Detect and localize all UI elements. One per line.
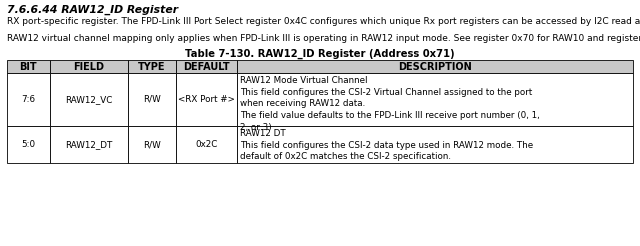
Bar	[7, 126, 49, 163]
Bar	[49, 126, 128, 163]
Text: RX port-specific register. The FPD-Link III Port Select register 0x4C configures: RX port-specific register. The FPD-Link …	[7, 17, 640, 26]
Text: Table 7-130. RAW12_ID Register (Address 0x71): Table 7-130. RAW12_ID Register (Address …	[185, 49, 455, 59]
Text: R/W: R/W	[143, 140, 161, 149]
Text: RAW12_VC: RAW12_VC	[65, 95, 113, 104]
Text: TYPE: TYPE	[138, 62, 166, 72]
Bar	[176, 60, 237, 73]
Text: DESCRIPTION: DESCRIPTION	[398, 62, 472, 72]
Bar	[237, 73, 633, 126]
Bar	[176, 126, 237, 163]
Bar	[176, 73, 237, 126]
Bar	[237, 60, 633, 73]
Text: FIELD: FIELD	[73, 62, 104, 72]
Bar	[128, 126, 176, 163]
Bar	[49, 60, 128, 73]
Bar	[49, 73, 128, 126]
Bar	[7, 60, 49, 73]
Text: 7:6: 7:6	[21, 95, 35, 104]
Text: 5:0: 5:0	[21, 140, 35, 149]
Text: RAW12 Mode Virtual Channel
This field configures the CSI-2 Virtual Channel assig: RAW12 Mode Virtual Channel This field co…	[241, 76, 540, 132]
Text: RAW12_DT: RAW12_DT	[65, 140, 113, 149]
Text: BIT: BIT	[19, 62, 37, 72]
Bar	[128, 73, 176, 126]
Bar	[237, 126, 633, 163]
Bar	[128, 60, 176, 73]
Text: R/W: R/W	[143, 95, 161, 104]
Text: <RX Port #>: <RX Port #>	[179, 95, 235, 104]
Text: RAW12 virtual channel mapping only applies when FPD-Link III is operating in RAW: RAW12 virtual channel mapping only appli…	[7, 34, 640, 43]
Text: 7.6.6.44 RAW12_ID Register: 7.6.6.44 RAW12_ID Register	[7, 5, 178, 15]
Text: 0x2C: 0x2C	[195, 140, 218, 149]
Text: DEFAULT: DEFAULT	[184, 62, 230, 72]
Text: RAW12 DT
This field configures the CSI-2 data type used in RAW12 mode. The
defau: RAW12 DT This field configures the CSI-2…	[241, 129, 534, 161]
Bar	[7, 73, 49, 126]
